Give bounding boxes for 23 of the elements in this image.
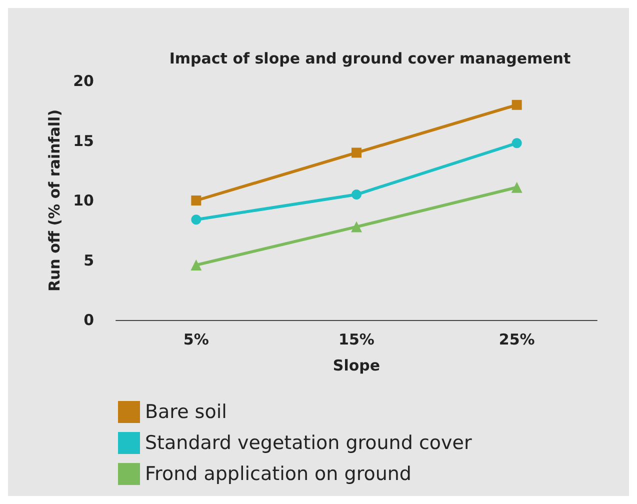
chart-title: Impact of slope and ground cover management <box>169 50 571 68</box>
y-tick-label: 0 <box>84 311 94 329</box>
point <box>191 214 202 225</box>
y-tick-label: 20 <box>73 72 94 90</box>
x-tick-label: 5% <box>183 330 209 348</box>
point <box>352 190 362 200</box>
x-axis-title: Slope <box>332 356 380 374</box>
point <box>191 196 202 206</box>
point <box>351 221 362 232</box>
legend-label: Bare soil <box>145 401 227 423</box>
y-axis-title: Run off (% of rainfall) <box>46 109 64 292</box>
x-tick-label: 15% <box>338 330 374 348</box>
y-tick-label: 5 <box>84 251 94 270</box>
point <box>352 148 362 158</box>
point <box>512 138 522 148</box>
y-tick-label: 15 <box>73 132 94 150</box>
point <box>512 100 522 110</box>
legend-label: Standard vegetation ground cover <box>145 432 472 454</box>
x-tick-label: 25% <box>498 330 535 348</box>
point <box>511 182 522 193</box>
point <box>190 260 202 271</box>
y-tick-label: 10 <box>73 192 94 210</box>
legend-label: Frond application on ground <box>145 463 412 485</box>
